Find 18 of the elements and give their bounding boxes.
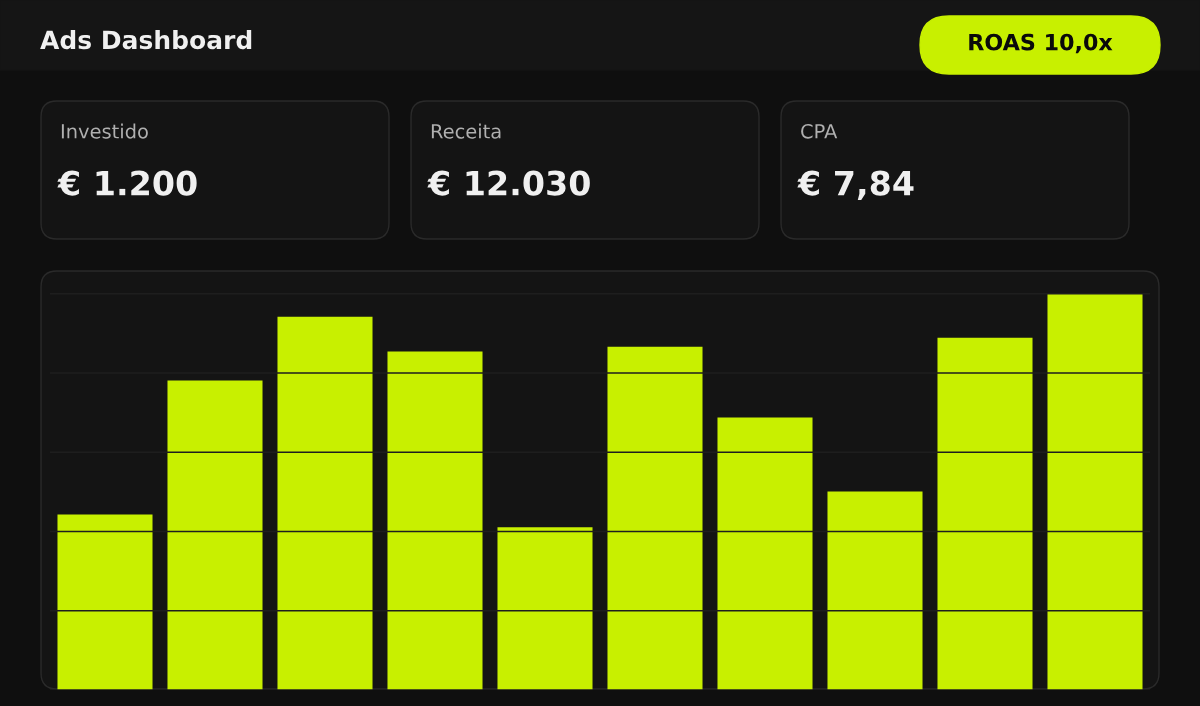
text: € 12.030 [427, 170, 590, 196]
text: € 7,84 [797, 170, 914, 200]
text: € 1.200 [57, 170, 197, 196]
text: Investido [61, 123, 148, 139]
bar [607, 346, 703, 690]
text: CPA [801, 123, 838, 139]
bar [167, 380, 263, 690]
text: Ads Dashboard [40, 29, 252, 50]
bar [937, 337, 1033, 690]
bar [717, 417, 813, 690]
bar [57, 514, 153, 690]
bar [387, 351, 483, 690]
bar [1047, 293, 1143, 690]
bar [827, 491, 923, 690]
text: Receita [431, 123, 501, 139]
bar [277, 316, 373, 690]
bar [497, 527, 593, 690]
text: ROAS 10,0x [969, 33, 1113, 54]
